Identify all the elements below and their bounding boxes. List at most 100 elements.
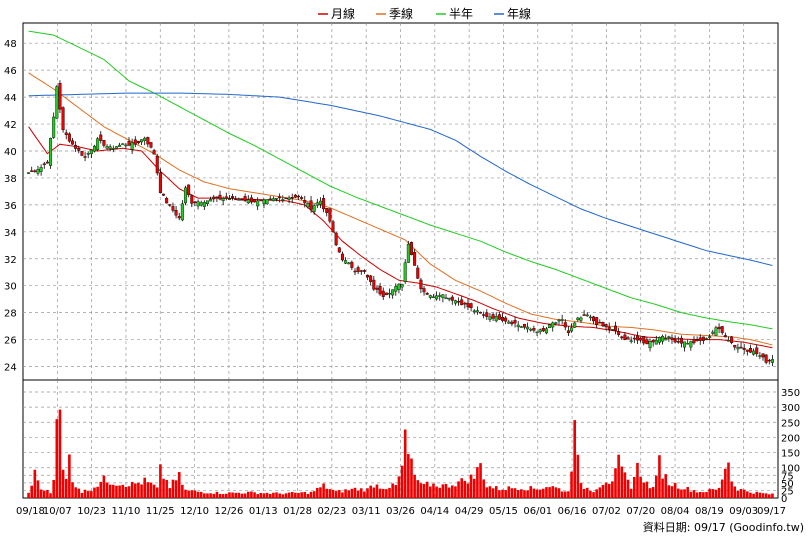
candle-down (149, 142, 153, 148)
volume-tick-label: 50 (781, 479, 794, 490)
candle-up (275, 198, 279, 200)
volume-bar (356, 490, 360, 498)
volume-bar (33, 469, 37, 498)
volume-bar (724, 468, 727, 498)
date-tick-label: 11/25 (146, 506, 175, 517)
candle-down (171, 206, 175, 211)
volume-bar (218, 493, 222, 498)
candle-up (246, 199, 250, 204)
volume-bar (727, 462, 730, 498)
candle-down (158, 172, 162, 194)
candle-down (604, 324, 608, 328)
volume-bar (636, 462, 639, 498)
volume-bar (80, 492, 84, 498)
volume-bar (268, 493, 272, 498)
candle-up (573, 322, 577, 328)
candle-up (657, 337, 661, 343)
candle-down (717, 326, 721, 330)
volume-bar (137, 482, 140, 498)
volume-tick-label: 250 (781, 418, 800, 429)
date-tick-label: 11/10 (112, 506, 141, 517)
volume-bar (749, 492, 752, 498)
candle-down (676, 341, 680, 343)
candle-down (249, 197, 253, 203)
candlesticks (27, 80, 774, 367)
volume-bar (372, 487, 376, 498)
candle-up (726, 340, 730, 342)
candle-down (162, 193, 166, 196)
volume-bar (573, 420, 576, 498)
ma-line-半年 (28, 30, 773, 330)
volume-bar (278, 493, 281, 498)
candle-up (447, 297, 451, 300)
volume-bar (507, 486, 511, 498)
volume-bar (259, 492, 263, 498)
candle-up (86, 153, 90, 155)
candle-up (96, 138, 100, 150)
volume-bar (526, 490, 529, 498)
candle-up (406, 243, 410, 263)
candle-down (639, 337, 643, 341)
candle-up (199, 202, 203, 206)
candle-down (748, 347, 752, 353)
volume-bar (498, 490, 501, 498)
volume-bar (708, 488, 711, 498)
volume-bar (184, 489, 187, 498)
chart-legend: 月線 季線 半年 年線 (318, 6, 531, 21)
candle-up (318, 200, 322, 205)
candle-up (667, 336, 671, 338)
candle-down (522, 323, 526, 328)
candle-up (689, 341, 693, 348)
volume-bar (209, 493, 212, 498)
candle-up (551, 322, 555, 328)
candle-down (720, 326, 724, 333)
volume-bar (711, 489, 715, 498)
candle-up (391, 289, 395, 296)
volume-bar (155, 487, 159, 498)
price-tick-label: 48 (4, 39, 17, 50)
candle-down (136, 140, 140, 144)
volume-bar (228, 492, 231, 498)
candle-down (617, 331, 621, 335)
candle-down (168, 204, 172, 206)
volume-bar (698, 491, 702, 498)
volume-bar (560, 491, 564, 498)
candle-down (350, 261, 354, 268)
candle-down (231, 196, 235, 198)
volume-bar (243, 493, 247, 498)
volume-bar (611, 481, 614, 498)
candle-up (397, 283, 401, 290)
volume-bar (444, 483, 448, 498)
candle-up (140, 139, 144, 143)
volume-bar (504, 490, 507, 498)
volume-bar (680, 489, 683, 498)
candle-up (661, 335, 665, 342)
volume-bar (86, 490, 90, 498)
volume-bar (532, 488, 536, 498)
candle-up (394, 286, 398, 292)
candle-down (635, 335, 639, 341)
candle-up (579, 317, 583, 321)
volume-bar (736, 490, 740, 498)
volume-bar (221, 494, 225, 498)
volume-bar (673, 483, 677, 498)
candle-down (259, 199, 263, 202)
candle-up (444, 297, 448, 300)
volume-bar (633, 476, 636, 498)
candle-up (143, 137, 147, 141)
candle-up (114, 146, 118, 149)
volume-bar (316, 487, 319, 498)
candle-down (723, 335, 727, 338)
volume-bar (363, 491, 366, 498)
volume-bar (328, 489, 332, 498)
volume-bar (369, 485, 372, 498)
volume-bar (394, 484, 398, 498)
volume-bar (77, 488, 81, 498)
volume-bar (325, 488, 329, 498)
volume-bar (601, 484, 605, 498)
volume-bar (403, 429, 407, 498)
volume-bar (469, 474, 473, 498)
data-date-footer: 資料日期: 09/17 (Goodinfo.tw) (643, 520, 804, 534)
volume-bar (429, 486, 432, 498)
